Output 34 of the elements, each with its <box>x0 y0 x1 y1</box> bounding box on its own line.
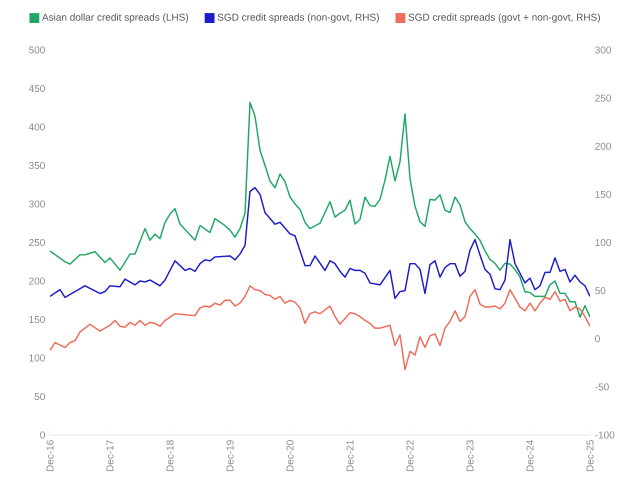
y-tick-label: 450 <box>28 84 45 92</box>
y-tick-label: 100 <box>29 354 45 362</box>
x-tick-label: Dec-20 <box>286 440 294 472</box>
x-tick-label: Dec-21 <box>346 440 354 472</box>
x-tick-label: Dec-23 <box>466 440 474 472</box>
x-tick-label: Dec-24 <box>526 440 534 472</box>
y2-tick-label: 200 <box>595 142 611 150</box>
y-tick-label: 300 <box>28 200 45 208</box>
y-tick-label: 200 <box>29 277 45 285</box>
y-tick-label: 400 <box>28 123 45 131</box>
x-tick-label: Dec-25 <box>586 440 594 472</box>
x-tick-label: Dec-18 <box>166 440 174 472</box>
y-tick-label: 50 <box>34 392 45 400</box>
y2-tick-label: 150 <box>595 190 611 198</box>
y2-tick-label: 100 <box>595 238 611 246</box>
y-tick-label: 150 <box>29 316 45 324</box>
x-tick-label: Dec-22 <box>406 440 414 472</box>
y2-tick-label: 0 <box>595 335 600 342</box>
y-tick-label: 500 <box>29 46 45 54</box>
x-tick-label: Dec-16 <box>46 440 54 472</box>
x-tick-label: Dec-19 <box>226 440 234 472</box>
y2-tick-label: 300 <box>595 46 611 54</box>
y-tick-label: 0 <box>40 431 45 439</box>
line-series <box>50 186 590 300</box>
legend-label: Asian dollar credit spreads (LHS) <box>42 13 188 23</box>
legend-label: SGD credit spreads (non-govt, RHS) <box>218 13 379 23</box>
legend-label: SGD credit spreads (govt + non-govt, RHS) <box>408 13 600 23</box>
y2-tick-label: -100 <box>595 431 614 439</box>
y2-tick-label: -50 <box>595 383 609 390</box>
y-tick-label: 350 <box>28 162 45 170</box>
y-tick-label: 250 <box>29 238 45 246</box>
y2-tick-label: 250 <box>595 94 611 102</box>
x-tick-label: Dec-17 <box>106 440 114 472</box>
y2-tick-label: 50 <box>595 287 606 294</box>
